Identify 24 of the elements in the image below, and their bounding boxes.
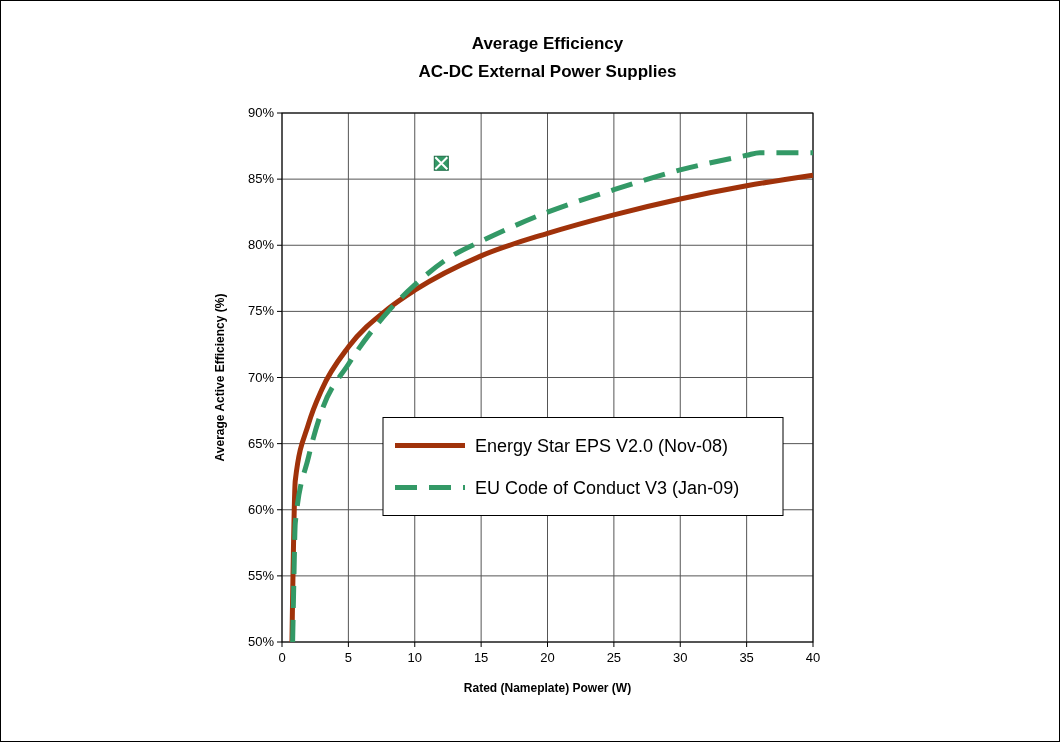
y-tick-label: 65% bbox=[247, 435, 275, 451]
y-tick-label: 85% bbox=[247, 171, 275, 187]
x-tick-label: 15 bbox=[473, 650, 489, 665]
y-tick-label: 90% bbox=[247, 105, 275, 120]
x-tick-label: 0 bbox=[278, 650, 286, 665]
x-tick-label: 10 bbox=[407, 650, 422, 665]
y-tick-label: 50% bbox=[247, 634, 275, 649]
y-tick-label: 60% bbox=[247, 501, 275, 517]
x-tick-label: 5 bbox=[344, 650, 352, 665]
chart-title: Average Efficiency bbox=[471, 34, 624, 53]
x-tick-label: 25 bbox=[606, 650, 622, 665]
y-tick-label: 70% bbox=[247, 369, 275, 385]
x-tick-label: 40 bbox=[805, 650, 821, 665]
legend-label: EU Code of Conduct V3 (Jan-09) bbox=[475, 477, 740, 498]
x-tick-label: 20 bbox=[540, 650, 555, 665]
legend-label: Energy Star EPS V2.0 (Nov-08) bbox=[475, 435, 729, 456]
y-tick-label: 75% bbox=[247, 303, 275, 319]
x-tick-label: 30 bbox=[673, 650, 688, 665]
x-tick-label: 35 bbox=[739, 650, 754, 665]
y-tick-label: 55% bbox=[247, 567, 275, 583]
chart-subtitle: AC-DC External Power Supplies bbox=[418, 62, 677, 81]
x-axis-title: Rated (Nameplate) Power (W) bbox=[463, 681, 632, 695]
y-axis-title: Average Active Efficiency (%) bbox=[213, 293, 227, 462]
y-tick-label: 80% bbox=[247, 237, 275, 253]
